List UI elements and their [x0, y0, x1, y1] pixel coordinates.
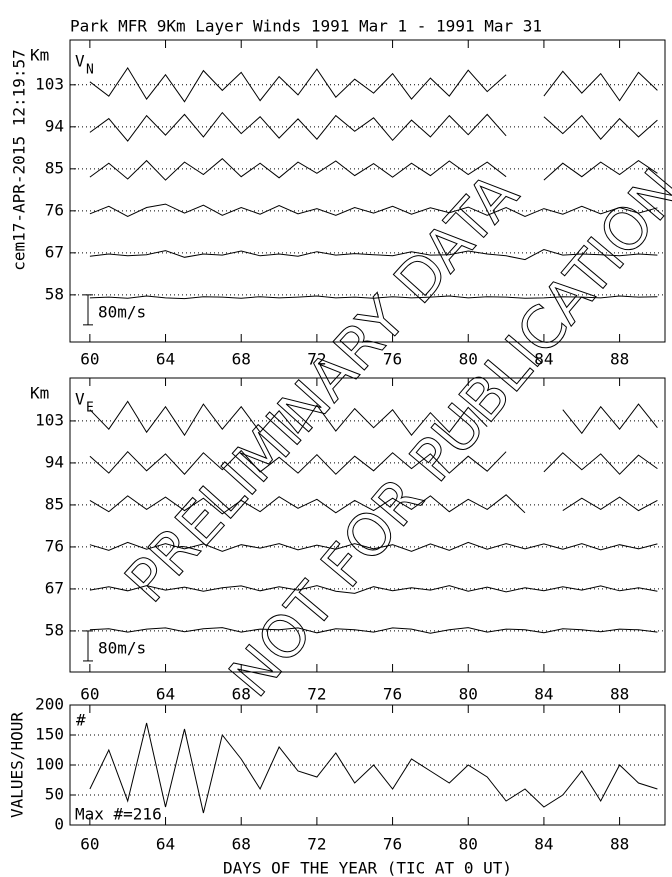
data-line: [89, 541, 658, 552]
panel-component: E: [86, 401, 94, 416]
x-tick-label: 68: [232, 350, 251, 369]
y-tick-label: 85: [45, 494, 64, 513]
y-tick-label: 85: [45, 158, 64, 177]
x-axis-label: DAYS OF THE YEAR (TIC AT 0 UT): [223, 859, 512, 877]
data-line: [89, 400, 488, 437]
data-line: [562, 496, 658, 512]
x-tick-label: 84: [534, 685, 553, 704]
x-tick-label: 80: [459, 350, 478, 369]
plot-frame: [69, 377, 666, 673]
x-tick-label: 60: [80, 835, 99, 854]
chart-title: Park MFR 9Km Layer Winds 1991 Mar 1 - 19…: [70, 17, 542, 36]
data-line: [89, 627, 658, 634]
data-line: [89, 722, 658, 814]
y-tick-label: 67: [45, 242, 64, 261]
data-line: [89, 585, 658, 594]
scale-bar-label: 80m/s: [98, 302, 146, 321]
x-tick-label: 72: [307, 350, 326, 369]
data-line: [543, 159, 658, 181]
y-tick-label: 150: [35, 725, 64, 744]
x-tick-label: 68: [232, 685, 251, 704]
annotation: Max #=216: [75, 805, 162, 824]
x-tick-label: 88: [610, 835, 629, 854]
data-line: [543, 452, 658, 475]
plot-frame: [69, 39, 666, 343]
scale-bar-label: 80m/s: [98, 638, 146, 657]
data-line: [89, 494, 526, 515]
y-tick-label: 67: [45, 578, 64, 597]
x-tick-label: 76: [383, 350, 402, 369]
x-tick-label: 68: [232, 835, 251, 854]
x-tick-label: 64: [156, 685, 175, 704]
y-tick-label: 94: [45, 116, 64, 135]
x-tick-label: 64: [156, 835, 175, 854]
y-tick-label: 103: [35, 74, 64, 93]
y-axis-label: Km: [30, 384, 49, 403]
data-line: [89, 449, 507, 475]
y-tick-label: 76: [45, 200, 64, 219]
data-line: [89, 111, 507, 142]
data-line: [89, 295, 658, 300]
x-tick-label: 80: [459, 835, 478, 854]
y-tick-label: 94: [45, 452, 64, 471]
y-tick-label: 76: [45, 536, 64, 555]
data-line: [89, 248, 658, 261]
y-axis-label: Km: [30, 46, 49, 65]
x-tick-label: 72: [307, 685, 326, 704]
x-tick-label: 80: [459, 685, 478, 704]
x-tick-label: 64: [156, 350, 175, 369]
x-tick-label: 84: [534, 350, 553, 369]
y-tick-label: 200: [35, 695, 64, 714]
panel-variable: V: [75, 390, 85, 409]
y-tick-label: 58: [45, 284, 64, 303]
data-line: [89, 66, 507, 103]
data-line: [543, 70, 658, 102]
x-tick-label: 76: [383, 685, 402, 704]
x-tick-label: 60: [80, 350, 99, 369]
x-tick-label: 60: [80, 685, 99, 704]
x-tick-label: 88: [610, 685, 629, 704]
x-tick-label: 84: [534, 835, 553, 854]
data-line: [89, 158, 507, 181]
data-line: [89, 203, 658, 218]
y-tick-label: 58: [45, 620, 64, 639]
y-tick-label: 0: [54, 815, 64, 834]
y-tick-label: 103: [35, 410, 64, 429]
x-tick-label: 72: [307, 835, 326, 854]
side-label: cem17-APR-2015 12:19:57: [10, 49, 29, 271]
y-tick-label: 100: [35, 755, 64, 774]
x-tick-label: 88: [610, 350, 629, 369]
marker-label: #: [76, 711, 86, 730]
y-axis-label: VALUES/HOUR: [8, 712, 27, 818]
x-tick-label: 76: [383, 835, 402, 854]
y-tick-label: 50: [45, 785, 64, 804]
data-line: [562, 403, 658, 435]
panel-variable: V: [75, 52, 85, 71]
panel-component: N: [86, 63, 94, 78]
data-line: [543, 114, 658, 140]
